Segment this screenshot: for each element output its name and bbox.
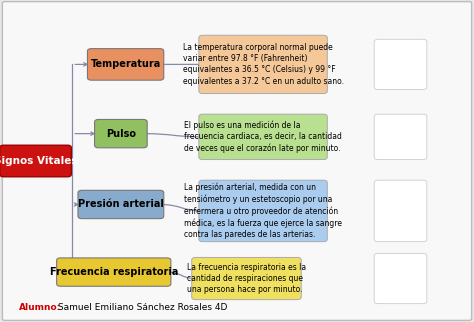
FancyBboxPatch shape (199, 180, 327, 242)
FancyBboxPatch shape (199, 35, 327, 94)
Text: La presión arterial, medida con un
tensiómetro y un estetoscopio por una
enferme: La presión arterial, medida con un tensi… (184, 183, 342, 239)
Text: Frecuencia respiratoria: Frecuencia respiratoria (50, 267, 178, 277)
Text: Alumno:: Alumno: (19, 303, 61, 312)
Text: Presión arterial: Presión arterial (78, 199, 164, 210)
Text: La temperatura corporal normal puede
variar entre 97.8 °F (Fahrenheit)
equivalen: La temperatura corporal normal puede var… (182, 43, 344, 86)
Text: La frecuencia respiratoria es la
cantidad de respiraciones que
una persona hace : La frecuencia respiratoria es la cantida… (187, 263, 306, 294)
Text: Pulso: Pulso (106, 128, 136, 139)
FancyBboxPatch shape (87, 49, 164, 80)
FancyBboxPatch shape (78, 190, 164, 219)
FancyBboxPatch shape (374, 180, 427, 242)
FancyBboxPatch shape (191, 258, 301, 299)
FancyBboxPatch shape (374, 253, 427, 304)
FancyBboxPatch shape (374, 39, 427, 90)
Text: Samuel Emiliano Sánchez Rosales 4D: Samuel Emiliano Sánchez Rosales 4D (55, 303, 227, 312)
FancyBboxPatch shape (2, 2, 472, 320)
FancyBboxPatch shape (374, 114, 427, 160)
Text: Temperatura: Temperatura (91, 59, 161, 70)
Text: Signos Vitales: Signos Vitales (0, 156, 77, 166)
FancyBboxPatch shape (199, 114, 327, 160)
FancyBboxPatch shape (57, 258, 171, 286)
Text: El pulso es una medición de la
frecuencia cardiaca, es decir, la cantidad
de vec: El pulso es una medición de la frecuenci… (184, 121, 342, 153)
FancyBboxPatch shape (94, 119, 147, 148)
FancyBboxPatch shape (0, 145, 72, 177)
